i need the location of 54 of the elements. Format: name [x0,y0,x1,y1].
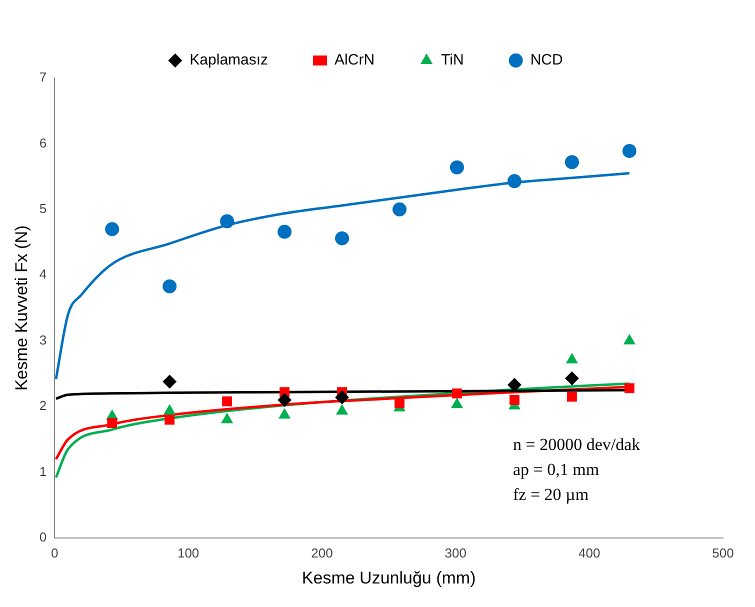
x-tick-label: 400 [578,545,600,560]
x-tick-label: 100 [177,545,200,560]
point [392,202,407,216]
y-tick-label: 1 [39,464,47,479]
point [278,408,291,419]
point [450,398,464,408]
legend-label: TiN [441,52,464,69]
legend-label: AlCrN [334,52,375,69]
point [566,352,578,364]
y-tick-label: 7 [39,70,47,85]
x-tick-label: 300 [444,545,467,560]
point [162,374,177,389]
point [278,224,292,239]
point [278,393,292,407]
point [164,404,176,415]
point [622,144,636,158]
x-tick-label: 500 [712,545,734,560]
x-tick-label: 0 [51,545,58,560]
point [623,334,636,344]
x-axis-title: Kesme Uzunluğu (mm) [302,568,476,588]
point [336,404,348,415]
legend-label: Kaplamasız [190,52,268,69]
point [107,418,118,428]
point [624,383,634,394]
point [105,222,120,236]
point [335,390,350,404]
x-tick-label: 200 [311,545,333,560]
point [450,160,464,174]
annotation: n = 20000 dev/dak [513,435,641,454]
point [222,396,232,406]
annotation: fz = 20 µm [513,485,589,504]
point [510,395,520,405]
legend-label: NCD [530,52,563,69]
y-tick-label: 4 [39,266,47,282]
point [567,392,577,402]
y-tick-label: 5 [39,201,47,216]
point [162,279,177,294]
point [452,388,462,398]
y-tick-label: 3 [39,332,47,348]
point [335,231,350,246]
point [507,378,522,392]
point [507,174,522,188]
point [564,155,579,170]
point [221,412,234,424]
point [394,398,404,408]
y-axis-title: Kesme Kuvveti Fx (N) [12,225,31,391]
y-tick-label: 2 [39,398,47,414]
y-tick-label: 0 [39,530,47,545]
point [164,414,175,425]
annotation: ap = 0,1 mm [513,460,600,479]
line-series [54,172,631,380]
y-tick-label: 6 [39,135,47,150]
point [220,214,234,228]
point [564,371,579,386]
